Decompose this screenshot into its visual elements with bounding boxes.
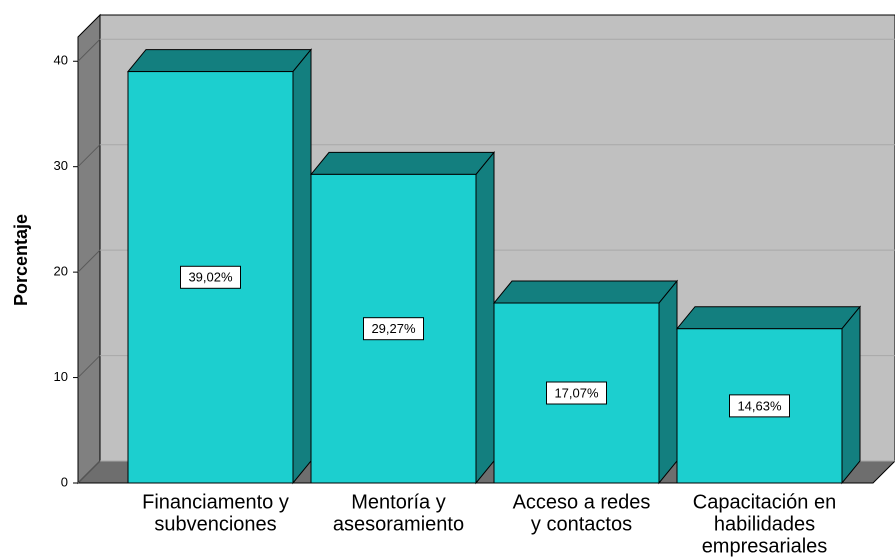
x-tick-label: y contactos <box>531 513 632 535</box>
x-tick-label: asesoramiento <box>333 513 464 535</box>
bar-top <box>126 49 313 73</box>
bar-top <box>492 280 679 304</box>
x-tick-label: Financiamento y <box>142 491 289 513</box>
y-axis-label: Porcentaje <box>11 214 31 306</box>
left-wall <box>77 13 101 485</box>
bar-side <box>292 48 312 485</box>
grid-line <box>77 144 101 168</box>
x-tick-label: empresariales <box>702 535 828 557</box>
value-label: 17,07% <box>554 385 599 400</box>
y-tick-label: 0 <box>61 474 68 489</box>
bar-top <box>675 306 862 330</box>
x-tick-label: Acceso a redes <box>513 491 651 513</box>
bar-side <box>475 150 495 485</box>
grid-line <box>77 355 101 378</box>
value-label-box <box>546 381 607 405</box>
grid-line <box>77 249 101 273</box>
value-label: 39,02% <box>188 270 233 285</box>
x-tick-label: subvenciones <box>154 513 276 535</box>
x-tick-label: Mentoría y <box>351 491 445 513</box>
bar-side <box>658 279 678 485</box>
value-label-box <box>180 265 241 289</box>
bar-top <box>309 151 496 175</box>
y-tick-label: 20 <box>54 264 68 279</box>
value-label: 29,27% <box>371 321 416 336</box>
grid-line <box>77 460 101 484</box>
grid-line <box>77 38 101 62</box>
value-label-box <box>729 394 790 418</box>
y-tick-label: 10 <box>54 369 68 384</box>
x-tick-label: Capacitación en <box>693 491 836 513</box>
y-tick-label: 30 <box>54 158 68 173</box>
y-tick-label: 40 <box>54 53 68 68</box>
value-label: 14,63% <box>737 398 782 413</box>
value-label-box <box>363 317 424 341</box>
bar-side <box>841 305 861 485</box>
x-tick-label: habilidades <box>714 513 815 535</box>
